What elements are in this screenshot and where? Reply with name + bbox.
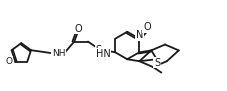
Text: NH: NH (52, 49, 65, 58)
Text: O: O (6, 57, 13, 66)
Text: S: S (96, 45, 102, 55)
Text: HN: HN (96, 49, 110, 59)
Text: S: S (154, 58, 160, 68)
Text: N: N (136, 30, 143, 40)
Text: O: O (75, 24, 83, 34)
Text: O: O (143, 22, 151, 32)
